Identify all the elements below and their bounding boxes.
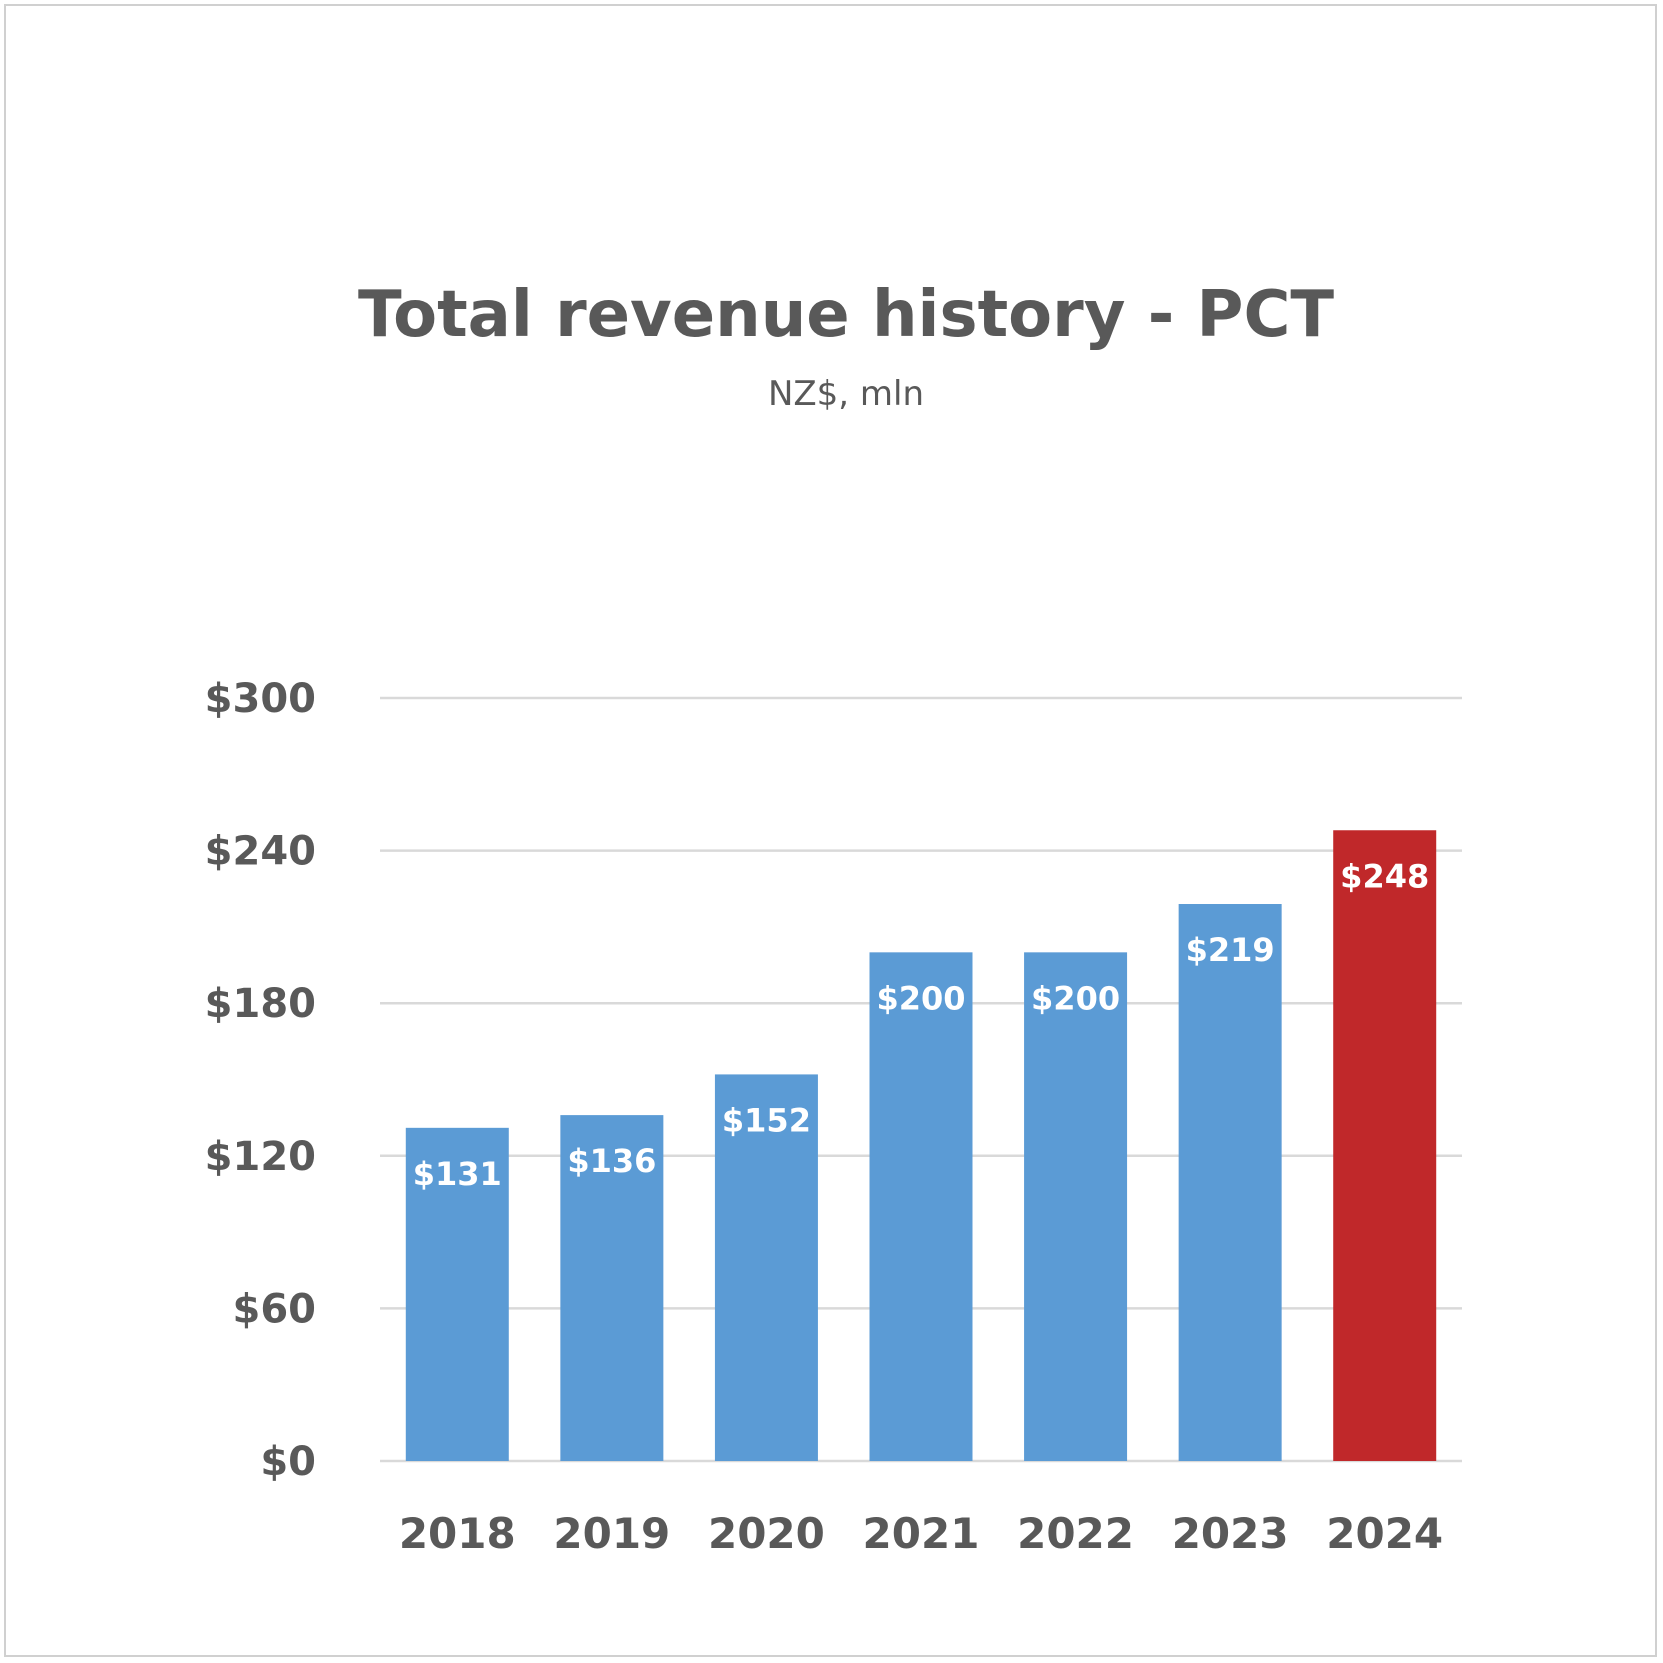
data-label-2018: $131	[413, 1155, 502, 1193]
gridlines	[380, 696, 1462, 1463]
y-tick-label: $180	[205, 981, 316, 1027]
y-axis-ticks: $0 $60 $120 $180 $240 $300	[205, 676, 316, 1485]
data-label-2020: $152	[722, 1101, 811, 1139]
y-tick-label: $60	[233, 1286, 317, 1332]
data-label-2021: $200	[876, 979, 965, 1017]
y-tick-label: $0	[260, 1439, 316, 1485]
y-tick-label: $300	[205, 676, 316, 722]
x-tick-label-2023: 2023	[1172, 1509, 1289, 1558]
x-tick-label-2018: 2018	[399, 1509, 516, 1558]
x-axis-ticks: 2018 2019 2020 2021 2022 2023 2024	[399, 1509, 1443, 1558]
chart-title: Total revenue history - PCT	[358, 278, 1334, 352]
data-label-2022: $200	[1031, 979, 1120, 1017]
x-tick-label-2019: 2019	[553, 1509, 670, 1558]
x-tick-label-2024: 2024	[1326, 1509, 1443, 1558]
bar-2018	[405, 1127, 509, 1461]
y-tick-label: $120	[205, 1134, 316, 1180]
data-label-2024: $248	[1340, 857, 1429, 895]
data-label-2023: $219	[1186, 931, 1275, 969]
bars	[405, 830, 1437, 1461]
bar-2019	[560, 1115, 664, 1461]
chart-subtitle: NZ$, mln	[768, 374, 924, 414]
x-tick-label-2022: 2022	[1017, 1509, 1134, 1558]
bar-2020	[714, 1074, 818, 1461]
data-label-2019: $136	[567, 1142, 656, 1180]
x-tick-label-2021: 2021	[863, 1509, 980, 1558]
data-labels: $131 $136 $152 $200 $200 $219 $248	[413, 857, 1429, 1193]
bar-2023	[1178, 904, 1282, 1461]
x-tick-label-2020: 2020	[708, 1509, 825, 1558]
bar-2024	[1333, 830, 1437, 1461]
y-tick-label: $240	[205, 829, 316, 875]
bar-2022	[1024, 952, 1128, 1461]
bar-2021	[869, 952, 973, 1461]
